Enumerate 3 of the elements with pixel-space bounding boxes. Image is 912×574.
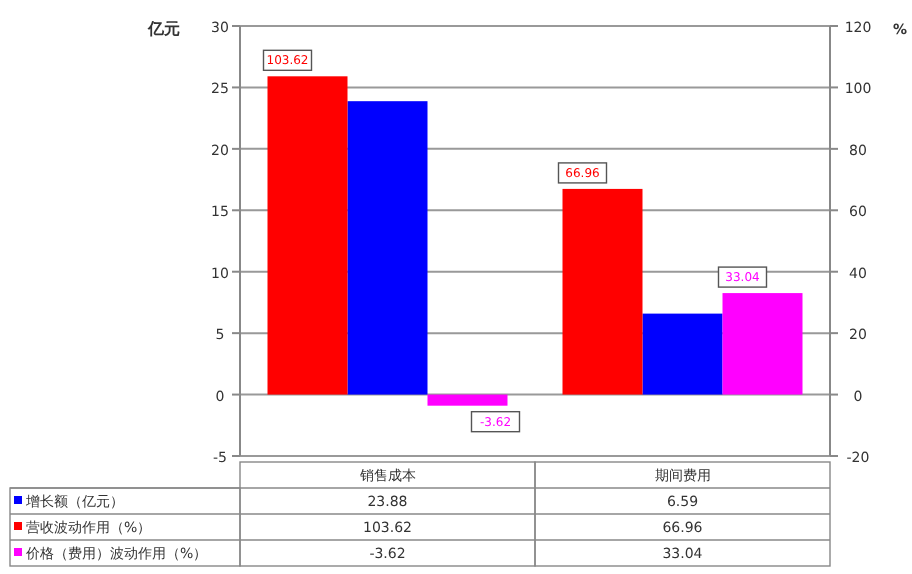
bar (427, 394, 508, 406)
y-axis-title: 亿元 (146, 20, 180, 38)
bar (562, 188, 643, 395)
